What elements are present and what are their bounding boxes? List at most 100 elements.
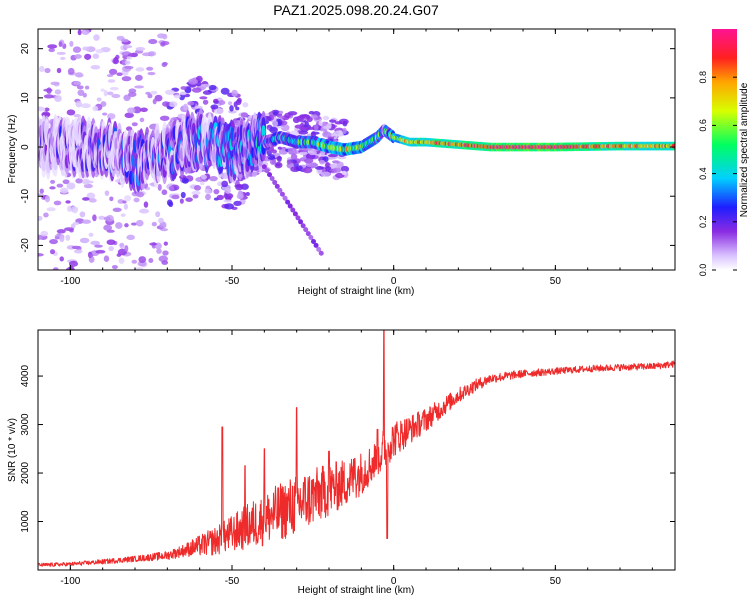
spectrogram-cell (103, 89, 108, 97)
spectrogram-cell (66, 182, 76, 190)
snr-ticks: -100 -50 0 50 1000 2000 3000 4000 (20, 330, 675, 587)
spectrogram-cell (218, 100, 226, 106)
spectrogram-cell (332, 160, 340, 164)
spectrogram-cell (332, 167, 342, 173)
spectrogram-cell (54, 89, 62, 95)
spectrogram-xtick-label: 50 (550, 276, 562, 287)
spectrogram-cell (81, 29, 90, 35)
spectrogram-cell (224, 203, 235, 210)
spectrogram-cell (60, 187, 69, 194)
spectrogram-cell (100, 88, 105, 92)
spectrogram-cell (227, 101, 233, 106)
spectrogram-cell (268, 156, 275, 161)
spectrogram-cell (181, 178, 189, 184)
spectrogram-cell (47, 44, 58, 49)
snr-xtick-label: 50 (550, 576, 562, 587)
spectrogram-cell (168, 201, 174, 208)
spectrogram-cell (50, 179, 56, 184)
spectrogram-cell (199, 96, 208, 100)
spectrogram-cell (269, 158, 276, 165)
spectrogram-cell (315, 166, 324, 170)
spectrogram-cell (73, 81, 81, 86)
colorbar-tick-label: 0.0 (698, 264, 708, 277)
spectrogram-cell (242, 102, 249, 108)
spectrogram-cell (221, 180, 229, 188)
spectrogram-cell (333, 130, 344, 137)
spectrogram-cell (216, 194, 224, 201)
spectrogram-cell (124, 245, 129, 252)
spectrogram-cell (59, 256, 64, 262)
spectrogram-cell (272, 111, 278, 116)
spectrogram-cell (52, 267, 59, 270)
snr-xlabel: Height of straight line (km) (298, 585, 415, 596)
spectrogram-cell (75, 178, 83, 184)
spectrogram-cell (134, 85, 145, 89)
spectrogram-cell (310, 114, 318, 119)
spectrogram-cell (213, 188, 220, 195)
colorbar-gradient (712, 29, 737, 270)
spectrogram-cell (272, 179, 278, 185)
spectrogram-cell (235, 99, 242, 106)
spectrogram-cell (109, 87, 119, 91)
spectrogram-cell (235, 184, 244, 191)
spectrogram-xtick-label: 0 (391, 276, 397, 287)
spectrogram-cell (159, 115, 170, 121)
spectrogram-cell (76, 246, 82, 251)
spectrogram-cell (208, 84, 217, 91)
spectrogram-cell (223, 192, 234, 200)
spectrogram-cell (72, 208, 78, 214)
spectrogram-cell (240, 112, 249, 118)
spectrogram-cell (38, 253, 44, 257)
spectrogram-cell (276, 155, 282, 163)
spectrogram-cell (319, 159, 326, 165)
spectrogram-cell (79, 211, 86, 218)
spectrogram-cell (161, 189, 168, 196)
spectrogram-ytick-label: 0 (20, 144, 31, 150)
spectrogram-cell (148, 257, 154, 264)
spectrogram-cell (115, 222, 123, 229)
spectrogram-cell (44, 68, 51, 74)
spectrogram-frame (37, 28, 676, 271)
spectrogram-cell (179, 93, 185, 101)
spectrogram-cell (49, 249, 56, 255)
spectrogram-cell (93, 34, 100, 41)
spectrogram-cell (322, 115, 330, 121)
spectrogram-cell (287, 203, 293, 209)
figure-title: PAZ1.2025.098.20.24.G07 (273, 2, 439, 18)
spectrogram-cell (48, 48, 55, 53)
spectrogram-cell (200, 174, 207, 180)
spectrogram-cell (103, 255, 110, 263)
snr-series-line (38, 330, 675, 567)
spectrogram-cell (212, 98, 219, 104)
spectrogram-cell (38, 215, 43, 221)
spectrogram-cell (49, 238, 58, 245)
spectrogram-cell (279, 191, 285, 197)
spectrogram-cell (108, 68, 118, 75)
spectrogram-cell (179, 198, 184, 204)
spectrogram-cell (56, 229, 66, 234)
spectrogram-cell (121, 76, 132, 82)
spectrogram-cell (274, 183, 280, 189)
spectrogram-cell (84, 53, 92, 60)
spectrogram-cell (306, 126, 315, 131)
spectrogram-cell (38, 234, 43, 241)
spectrogram-cell (183, 103, 189, 111)
spectrogram-cell (43, 88, 53, 92)
spectrogram-xtick-label: -100 (60, 276, 80, 287)
spectrogram-cell (58, 41, 63, 47)
spectrogram-cell (88, 198, 97, 203)
spectrogram-cell (156, 248, 162, 254)
spectrogram-cell (168, 185, 175, 192)
spectrogram-cell (193, 185, 202, 191)
spectrogram-cell (90, 240, 101, 246)
spectrogram-cell (107, 113, 116, 120)
spectrogram-cell (140, 107, 148, 113)
spectrogram-cell (217, 181, 223, 187)
spectrogram-cell (322, 131, 332, 138)
spectrogram-cell (90, 65, 101, 70)
spectrogram-cell (82, 92, 87, 98)
spectrogram-cell (233, 200, 242, 207)
spectrogram-cell (94, 244, 103, 248)
spectrogram-cell (171, 194, 180, 200)
